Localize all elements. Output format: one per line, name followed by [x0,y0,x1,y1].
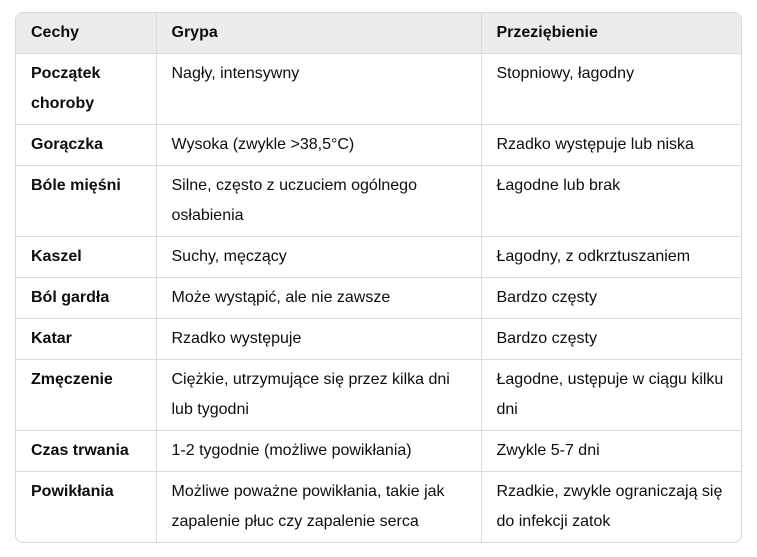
cell-przeziebienie: Rzadko występuje lub niska [481,124,741,166]
table-header-row: Cechy Grypa Przeziębienie [16,13,741,54]
cell-grypa: Suchy, męczący [156,236,482,278]
table-row: Początek choroby Nagły, intensywny Stopnio… [16,53,741,125]
cell-przeziebienie: Zwykle 5-7 dni [481,430,741,472]
cell-przeziebienie: Łagodny, z odkrztuszaniem [481,236,741,278]
cell-przeziebienie: Rzadkie, zwykle ograniczają się do infek… [496,483,723,530]
cell-przeziebienie: Bardzo częsty [481,318,741,360]
cell-grypa: Może wystąpić, ale nie zawsze [156,277,482,319]
table-row: Zmęczenie Ciężkie, utrzymujące się przez … [16,359,741,431]
table-row: Ból gardła Może wystąpić, ale nie zawsze B… [16,277,741,319]
cell-feature: Początek choroby [16,53,157,125]
cell-feature: Powikłania [16,471,157,542]
cell-feature: Kaszel [16,236,157,278]
header-cechy: Cechy [16,13,157,54]
cell-grypa: Rzadko występuje [156,318,482,360]
table-row: Gorączka Wysoka (zwykle >38,5°C) Rzadko wy… [16,124,741,166]
cell-grypa: Nagły, intensywny [156,53,482,125]
header-grypa: Grypa [156,13,482,54]
table-row: Powikłania Możliwe poważne powikłania, ta… [16,471,741,542]
cell-feature: Czas trwania [16,430,157,472]
cell-grypa: Ciężkie, utrzymujące się przez kilka dni… [156,359,482,431]
cell-grypa: Wysoka (zwykle >38,5°C) [156,124,482,166]
cell-przeziebienie: Łagodne, ustępuje w ciągu kilku dni [481,359,741,431]
cell-grypa: Możliwe poważne powikłania, takie jak za… [156,471,482,542]
comparison-table-container: Cechy Grypa Przeziębienie Początek choro… [15,12,742,543]
comparison-table: Cechy Grypa Przeziębienie Początek choro… [16,13,741,542]
cell-feature: Bóle mięśni [16,165,157,237]
cell-przeziebienie: Stopniowy, łagodny [481,53,741,125]
cell-feature: Zmęczenie [16,359,157,431]
cell-feature: Gorączka [16,124,157,166]
cell-przeziebienie: Łagodne lub brak [481,165,741,237]
table-row: Bóle mięśni Silne, często z uczuciem ogól… [16,165,741,237]
cell-przeziebienie: Bardzo częsty [481,277,741,319]
table-row: Czas trwania 1-2 tygodnie (możliwe powikł… [16,430,741,472]
cell-grypa: Silne, często z uczuciem ogólnego osłabi… [156,165,482,237]
cell-feature: Katar [16,318,157,360]
table-row: Kaszel Suchy, męczący Łagodny, z odkrztusz… [16,236,741,278]
header-przeziebienie: Przeziębienie [481,13,741,54]
cell-grypa: 1-2 tygodnie (możliwe powikłania) [156,430,482,472]
table-row: Katar Rzadko występuje Bardzo częsty [16,318,741,360]
cell-feature: Ból gardła [16,277,157,319]
